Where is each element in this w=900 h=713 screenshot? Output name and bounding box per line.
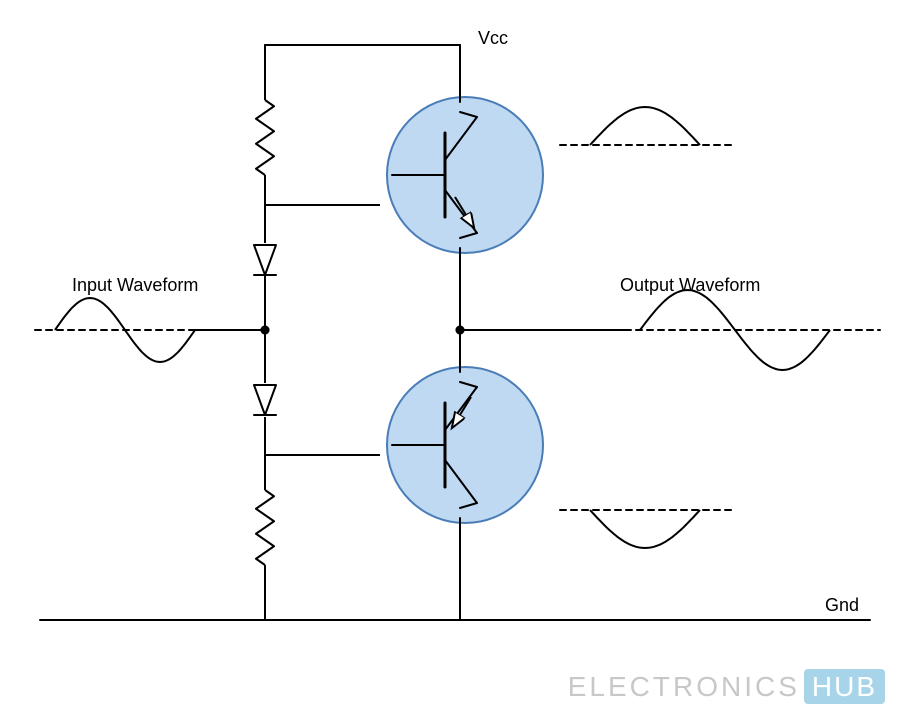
circuit-diagram: [0, 0, 900, 713]
watermark-hub: HUB: [804, 669, 885, 704]
output-label: Output Waveform: [620, 275, 760, 296]
vcc-label: Vcc: [478, 28, 508, 49]
input-label: Input Waveform: [72, 275, 198, 296]
watermark-text: ELECTRONICS: [568, 671, 800, 702]
watermark: ELECTRONICSHUB: [568, 671, 885, 703]
gnd-label: Gnd: [825, 595, 859, 616]
